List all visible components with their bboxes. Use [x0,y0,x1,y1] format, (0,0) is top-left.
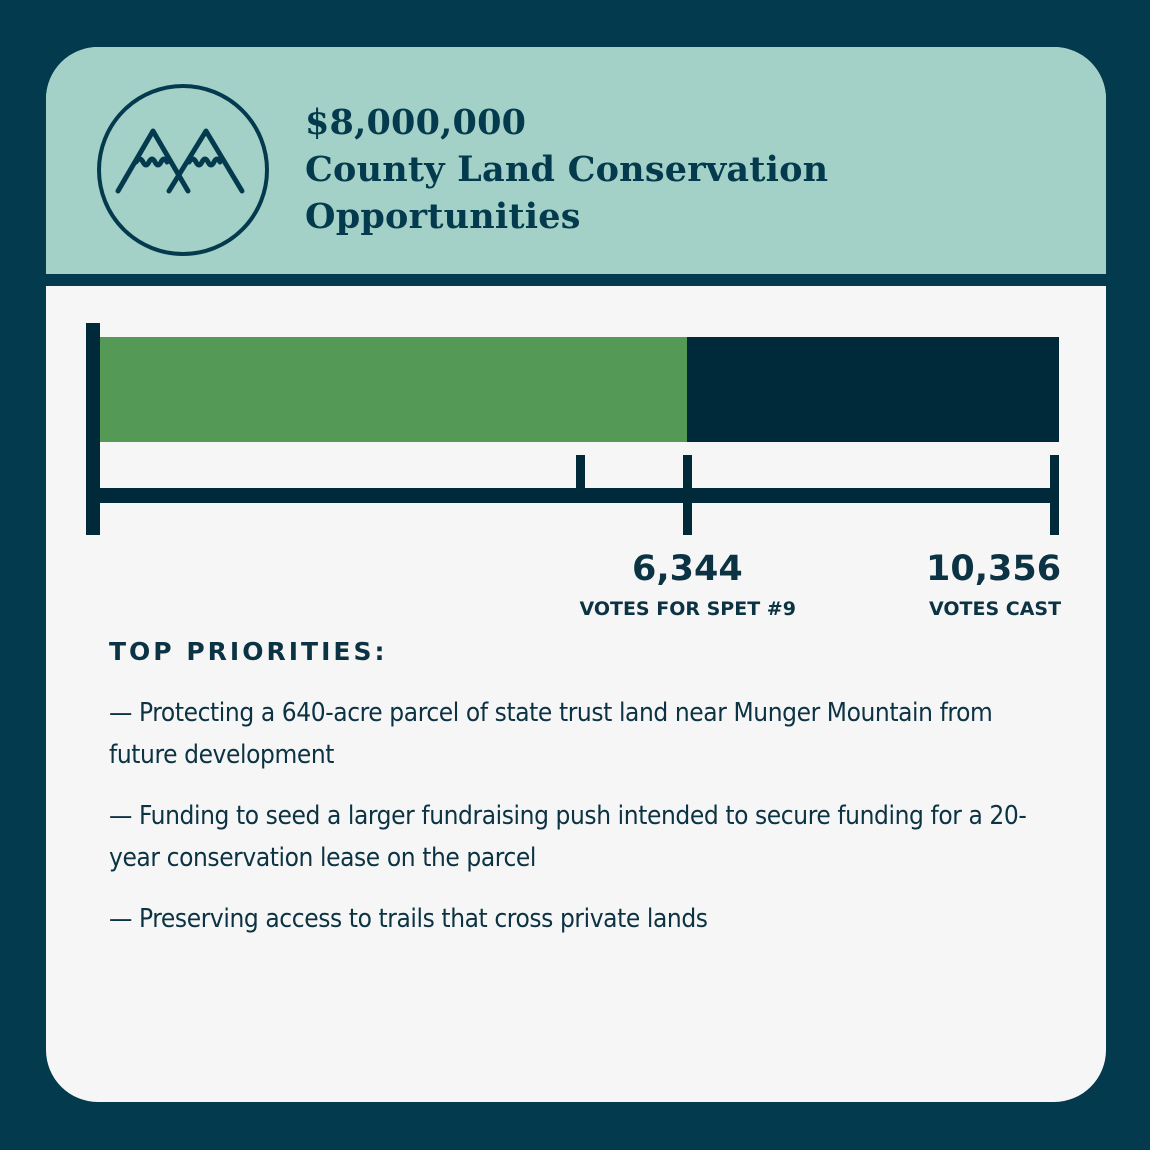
votes-for-tick [683,455,693,535]
page-title: $8,000,000 County Land Conservation Oppo… [305,99,828,240]
list-item: — Preserving access to trails that cross… [109,904,708,934]
mountains-icon [97,84,269,256]
header-divider [46,274,1106,286]
list-item: — Funding to seed a larger fundraising p… [109,801,1027,873]
title-line-2: Opportunities [305,196,581,237]
votes-cast-tick [1050,455,1059,535]
votes-remaining-bar [687,337,1059,442]
votes-for-bar [100,337,688,442]
priorities-list: — Protecting a 640-acre parcel of state … [109,692,1049,959]
priorities-heading: TOP PRIORITIES: [109,637,388,666]
votes-for-label: VOTES FOR SPET #9 [579,598,796,620]
list-item: — Protecting a 640-acre parcel of state … [109,698,993,770]
vote-bar-chart: 6,344 VOTES FOR SPET #9 10,356 VOTES CAS… [46,47,1106,1102]
card-header: $8,000,000 County Land Conservation Oppo… [46,47,1106,274]
votes-cast-value: 10,356 [926,549,1062,589]
votes-cast-label: VOTES CAST [929,598,1062,620]
title-line-1: County Land Conservation [305,149,829,190]
axis-line [100,488,1059,503]
spet-card: $8,000,000 County Land Conservation Oppo… [46,47,1106,1102]
axis-start-post [86,323,100,535]
votes-for-value: 6,344 [631,549,743,589]
amount: $8,000,000 [305,102,527,143]
majority-tick [575,455,585,489]
